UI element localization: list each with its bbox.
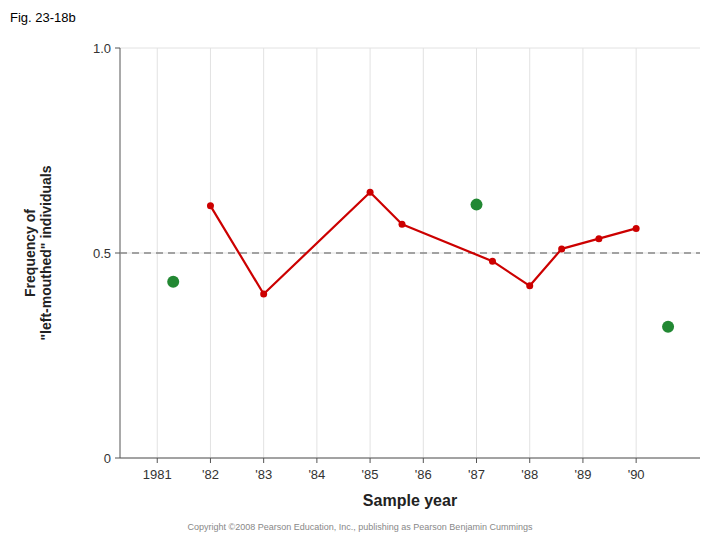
x-tick-label: 1981: [143, 467, 172, 482]
x-tick: [316, 458, 317, 463]
x-tick: [157, 458, 158, 463]
x-tick: [263, 458, 264, 463]
plot-data: [120, 189, 700, 333]
y-tick-label: 0: [104, 451, 111, 466]
annotation: Copyright ©2008 Pearson Education, Inc.,…: [188, 522, 533, 532]
y-tick: [115, 253, 120, 254]
title: Fig. 23-18b: [10, 10, 76, 25]
x-axis-label: Sample year: [363, 492, 457, 509]
y-tick: [115, 48, 120, 49]
line-marker: [489, 258, 496, 265]
x-axis-line: [120, 458, 700, 459]
grid-line-y: [120, 48, 700, 49]
x-tick: [582, 458, 583, 463]
x-tick-label: '82: [202, 467, 219, 482]
grid-line-y: [120, 253, 700, 254]
scatter-point: [471, 199, 483, 211]
x-tick: [210, 458, 211, 463]
scatter-point: [167, 276, 179, 288]
y-tick: [115, 458, 120, 459]
x-tick-label: '84: [308, 467, 325, 482]
x-tick-label: '86: [415, 467, 432, 482]
line-marker: [367, 189, 374, 196]
y-axis-label: Frequency of"left-mouthed" individuals: [22, 165, 55, 340]
grid: [120, 48, 700, 458]
y-axis-label-line: "left-mouthed" individuals: [38, 165, 54, 340]
y-tick-label: 1.0: [93, 41, 111, 56]
x-tick-label: '87: [468, 467, 485, 482]
x-tick: [529, 458, 530, 463]
line-marker: [526, 282, 533, 289]
line: [210, 192, 636, 294]
reference-line: [120, 252, 700, 254]
line-marker: [595, 235, 602, 242]
y-tick-label: 0.5: [93, 246, 111, 261]
x-tick: [370, 458, 371, 463]
line-marker: [633, 225, 640, 232]
x-tick-label: '88: [521, 467, 538, 482]
grid-line-y: [120, 458, 700, 459]
axes: 1981 '82 '83 '84 '85 '86 '87 '88 '89 '90 0 0.5 1.0: [93, 41, 645, 483]
x-tick-label: '83: [255, 467, 272, 482]
x-tick: [476, 458, 477, 463]
y-axis-label-line: Frequency of: [22, 209, 38, 297]
line-marker: [558, 245, 565, 252]
scatter-point: [662, 321, 674, 333]
x-tick-label: '90: [628, 467, 645, 482]
line-marker: [399, 221, 406, 228]
line-marker: [207, 202, 214, 209]
x-tick: [423, 458, 424, 463]
background: [0, 0, 720, 540]
x-tick-label: '89: [574, 467, 591, 482]
x-tick: [636, 458, 637, 463]
x-tick-label: '85: [362, 467, 379, 482]
line-marker: [260, 291, 267, 298]
chart: 1981 '82 '83 '84 '85 '86 '87 '88 '89 '90 0 0.5 1.0 Fi…: [0, 0, 720, 540]
